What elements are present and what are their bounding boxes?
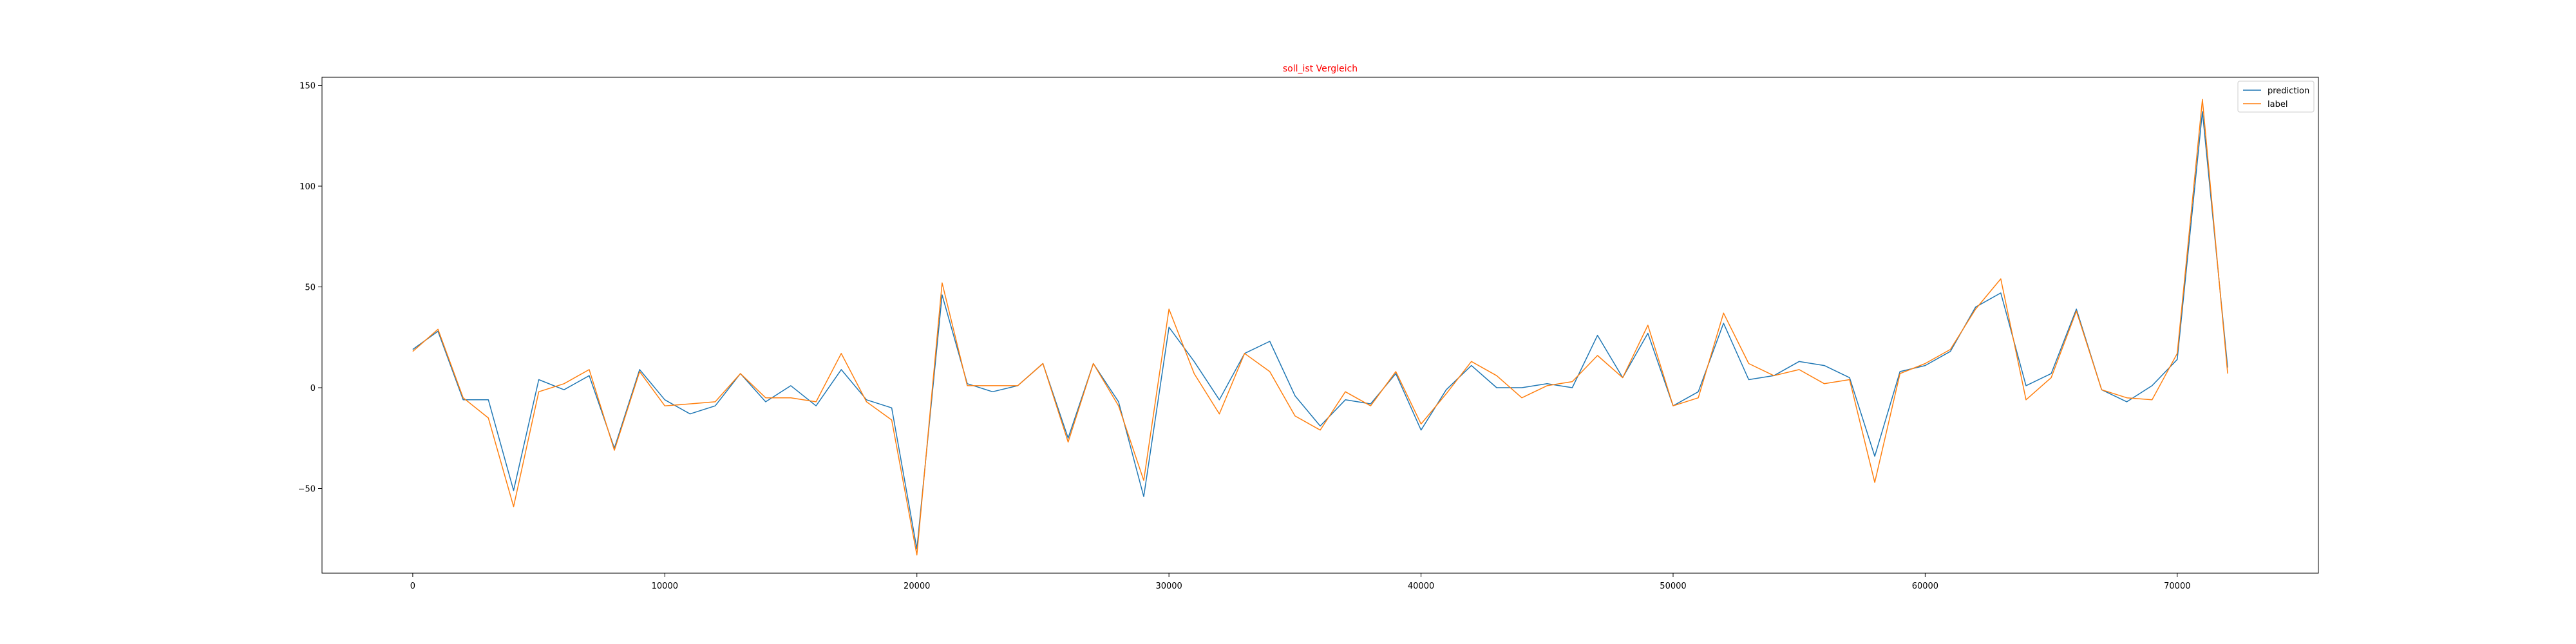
- series-layer: [412, 99, 2228, 556]
- x-axis: 0 10000 20000 30000 40000 50000 60000 70000: [410, 573, 2190, 591]
- x-tick-label: 0: [410, 582, 415, 591]
- y-tick-label: 50: [305, 283, 316, 293]
- legend: prediction label: [2237, 80, 2315, 113]
- series-line-prediction: [412, 111, 2228, 550]
- legend-label-prediction: prediction: [2268, 86, 2309, 96]
- x-tick-label: 10000: [652, 582, 678, 591]
- plot-frame: [321, 77, 2319, 574]
- y-tick-label: 150: [299, 82, 316, 91]
- legend-label-label: label: [2268, 100, 2287, 109]
- y-tick-label: −50: [298, 485, 316, 495]
- x-tick-label: 60000: [1912, 582, 1938, 591]
- y-tick-label: 0: [310, 384, 316, 393]
- x-tick-label: 50000: [1660, 582, 1686, 591]
- x-tick-label: 40000: [1408, 582, 1434, 591]
- legend-box: [2237, 80, 2315, 113]
- x-tick-label: 20000: [904, 582, 930, 591]
- y-axis: −50 0 50 100 150: [298, 82, 322, 495]
- x-tick-label: 30000: [1155, 582, 1182, 591]
- series-line-label: [412, 99, 2228, 556]
- chart-title: soll_ist Vergleich: [1283, 64, 1358, 74]
- y-tick-label: 100: [299, 182, 316, 192]
- x-tick-label: 70000: [2164, 582, 2190, 591]
